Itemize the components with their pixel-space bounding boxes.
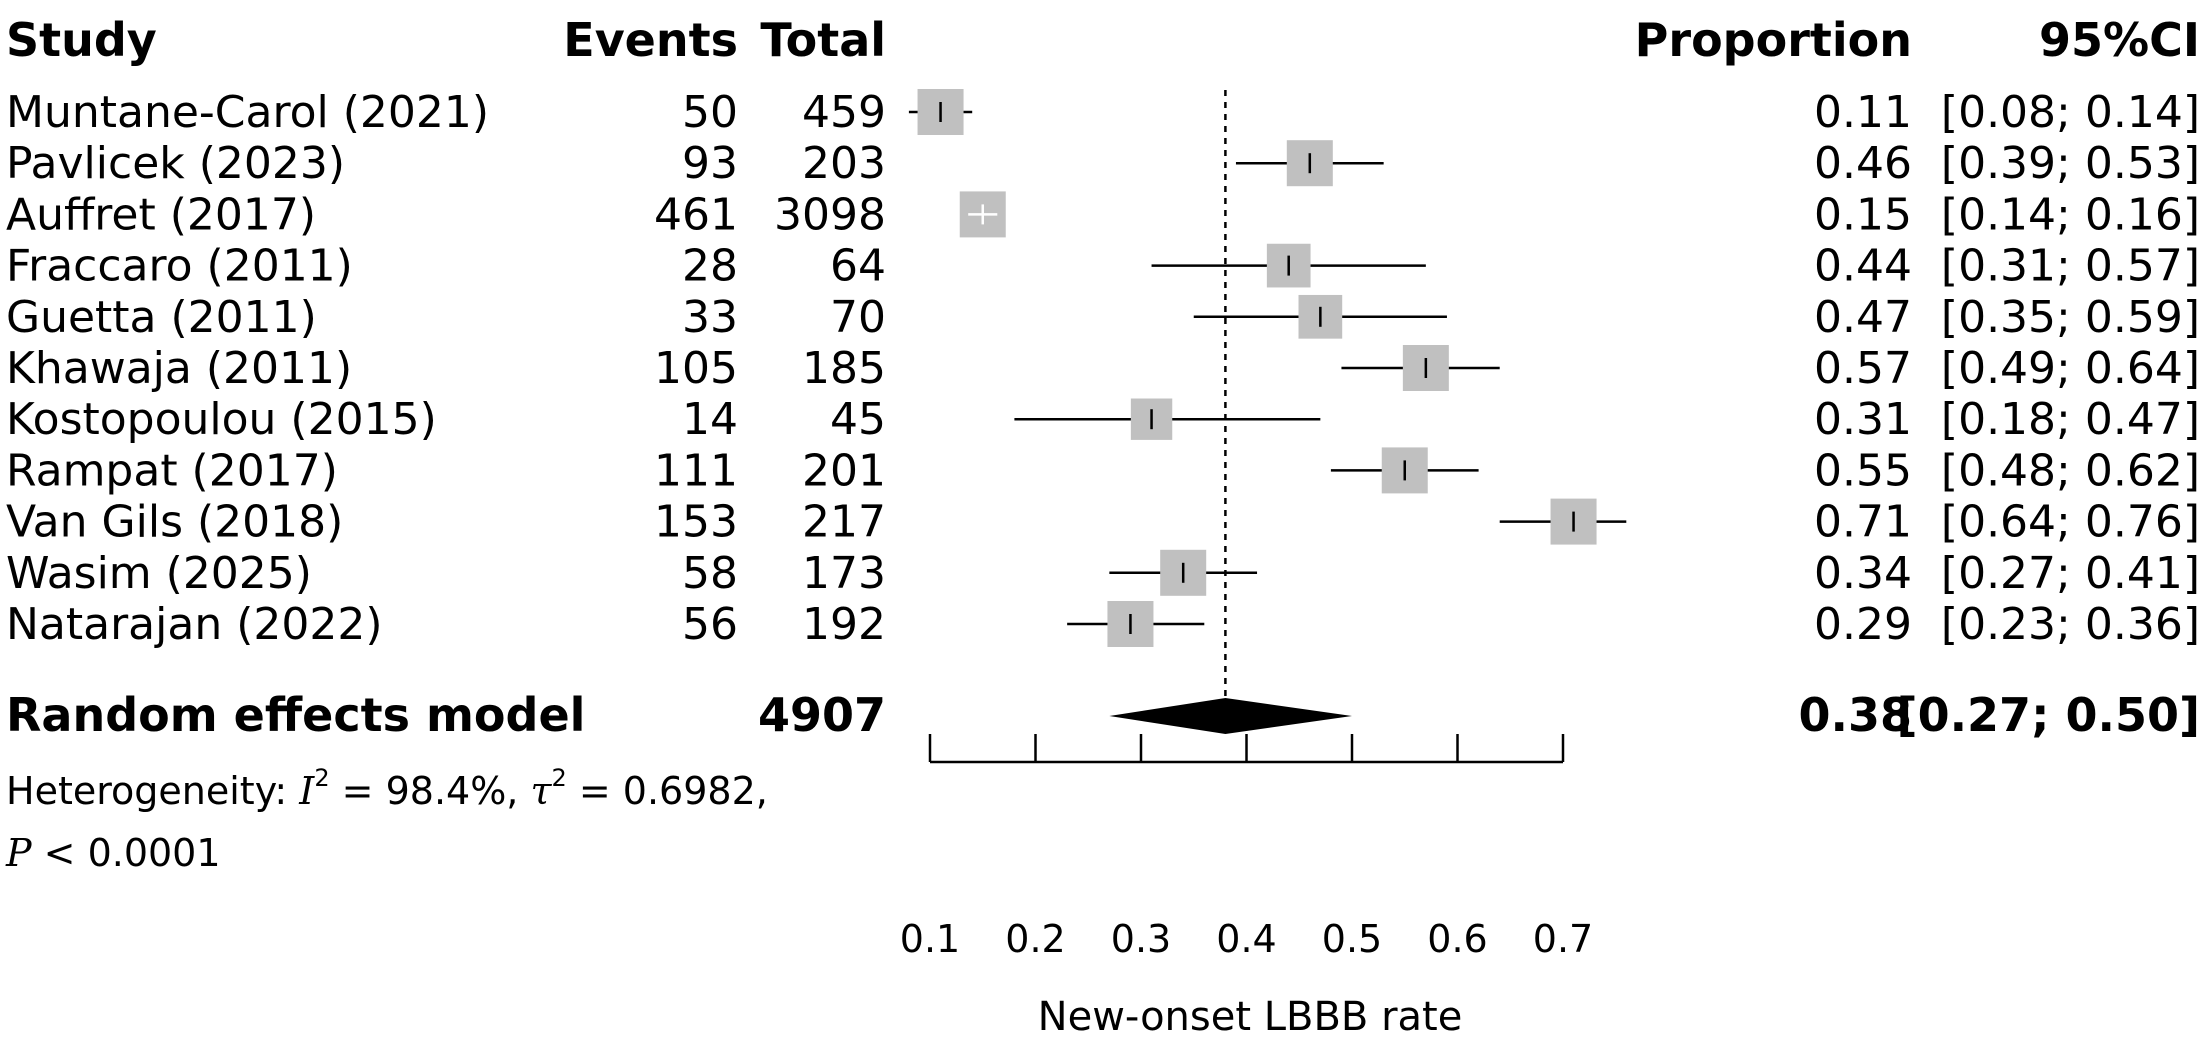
- study-total: 203: [802, 138, 886, 189]
- study-ci: [0.18; 0.47]: [1941, 394, 2200, 445]
- plot-markers: [908, 89, 1627, 647]
- study-proportion: 0.57: [1814, 343, 1912, 394]
- study-proportion: 0.29: [1814, 599, 1912, 650]
- study-total: 201: [802, 445, 886, 496]
- header-proportion: Proportion: [1635, 13, 1912, 67]
- tau2-sup: 2: [552, 764, 567, 792]
- study-name: Wasim (2025): [6, 548, 312, 599]
- x-axis-tick-label: 0.3: [1111, 917, 1171, 961]
- study-ci: [0.27; 0.41]: [1941, 548, 2200, 599]
- study-name: Muntane-Carol (2021): [6, 87, 489, 138]
- x-axis-tick-label: 0.2: [1005, 917, 1065, 961]
- x-axis-tick-label: 0.7: [1533, 917, 1593, 961]
- header-total: Total: [760, 13, 886, 67]
- study-proportion: 0.15: [1814, 189, 1912, 240]
- study-name: Khawaja (2011): [6, 343, 352, 394]
- study-total: 217: [802, 497, 886, 548]
- tau2-value: = 0.6982,: [567, 769, 768, 813]
- study-ci: [0.35; 0.59]: [1941, 292, 2200, 343]
- study-name: Auffret (2017): [6, 189, 316, 240]
- x-axis-label: New-onset LBBB rate: [1038, 994, 1463, 1040]
- x-axis-tick-label: 0.6: [1427, 917, 1487, 961]
- study-ci: [0.08; 0.14]: [1941, 87, 2200, 138]
- study-ci: [0.14; 0.16]: [1941, 189, 2200, 240]
- heterogeneity-line1: Heterogeneity: I2 = 98.4%, τ2 = 0.6982,: [6, 764, 768, 813]
- pooled-total: 4907: [758, 688, 886, 742]
- x-axis: 0.1 0.2 0.3 0.4 0.5 0.6 0.7: [900, 734, 1593, 961]
- pooled-label: Random effects model: [6, 688, 585, 742]
- study-total: 459: [802, 87, 886, 138]
- header-study: Study: [6, 13, 157, 67]
- study-events: 93: [682, 138, 738, 189]
- study-proportion: 0.71: [1814, 497, 1912, 548]
- study-events: 58: [682, 548, 738, 599]
- x-axis-tick-label: 0.4: [1216, 917, 1276, 961]
- study-total: 70: [830, 292, 886, 343]
- study-total: 64: [830, 241, 886, 292]
- x-axis-tick-label: 0.5: [1322, 917, 1382, 961]
- i2-sup: 2: [314, 764, 329, 792]
- study-events: 111: [654, 445, 738, 496]
- study-proportion: 0.55: [1814, 445, 1912, 496]
- study-total: 173: [802, 548, 886, 599]
- study-total: 3098: [774, 189, 886, 240]
- study-name: Rampat (2017): [6, 445, 338, 496]
- i2-symbol: I: [298, 769, 315, 813]
- study-ci: [0.49; 0.64]: [1941, 343, 2200, 394]
- study-events: 153: [654, 497, 738, 548]
- p-value: < 0.0001: [32, 831, 221, 875]
- p-symbol: P: [5, 831, 33, 875]
- study-name: Guetta (2011): [6, 292, 317, 343]
- heterogeneity-prefix: Heterogeneity:: [6, 769, 299, 813]
- study-events: 105: [654, 343, 738, 394]
- study-name: Pavlicek (2023): [6, 138, 345, 189]
- study-proportion: 0.47: [1814, 292, 1912, 343]
- pooled-diamond: [1109, 698, 1352, 734]
- study-events: 56: [682, 599, 738, 650]
- i2-value: = 98.4%,: [330, 769, 531, 813]
- study-events: 461: [654, 189, 738, 240]
- study-name: Natarajan (2022): [6, 599, 383, 650]
- study-total: 185: [802, 343, 886, 394]
- pooled-ci: [0.27; 0.50]: [1897, 688, 2200, 742]
- study-name: Fraccaro (2011): [6, 241, 353, 292]
- study-total: 45: [830, 394, 886, 445]
- study-events: 33: [682, 292, 738, 343]
- x-axis-tick-label: 0.1: [900, 917, 960, 961]
- study-name: Kostopoulou (2015): [6, 394, 437, 445]
- pooled-proportion: 0.38: [1799, 688, 1913, 742]
- study-proportion: 0.31: [1814, 394, 1912, 445]
- header-ci: 95%CI: [2039, 13, 2200, 67]
- study-ci: [0.48; 0.62]: [1941, 445, 2200, 496]
- study-proportion: 0.34: [1814, 548, 1912, 599]
- study-ci: [0.23; 0.36]: [1941, 599, 2200, 650]
- heterogeneity-line2: P < 0.0001: [5, 831, 221, 875]
- study-ci: [0.39; 0.53]: [1941, 138, 2200, 189]
- study-ci: [0.31; 0.57]: [1941, 241, 2200, 292]
- study-rows: Muntane-Carol (2021) 50 459 0.11 [0.08; 0.14…: [6, 87, 2200, 650]
- study-name: Van Gils (2018): [6, 497, 343, 548]
- study-proportion: 0.44: [1814, 241, 1912, 292]
- tau2-symbol: τ: [530, 769, 552, 813]
- study-events: 28: [682, 241, 738, 292]
- study-events: 14: [682, 394, 738, 445]
- study-events: 50: [682, 87, 738, 138]
- study-proportion: 0.11: [1814, 87, 1912, 138]
- study-total: 192: [802, 599, 886, 650]
- study-ci: [0.64; 0.76]: [1941, 497, 2200, 548]
- header-events: Events: [563, 13, 738, 67]
- study-proportion: 0.46: [1814, 138, 1912, 189]
